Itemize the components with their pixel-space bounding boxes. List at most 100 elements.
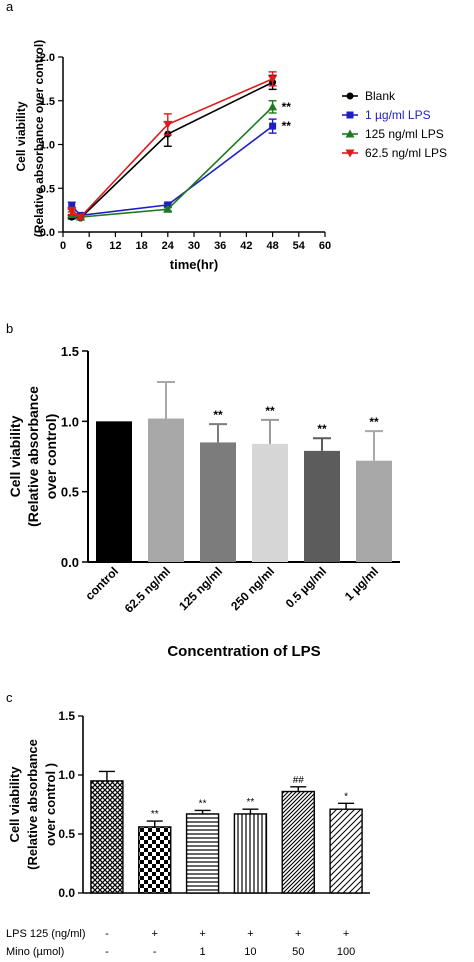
significance-label: **: [282, 100, 292, 114]
x-tick-label: 54: [293, 240, 306, 252]
y-axis-title-line1: Cell viability: [7, 415, 23, 497]
y-axis-title-line3: over control): [43, 414, 59, 500]
bar: [90, 780, 124, 894]
bar: [138, 826, 172, 894]
legend-label: 62.5 ng/ml LPS: [365, 146, 447, 160]
bar: [200, 442, 236, 562]
x-tick-label: 6: [86, 240, 92, 252]
y-axis-title-line1: Cell viability: [7, 766, 22, 843]
x-tick-label: 30: [188, 240, 200, 252]
condition-value: +: [295, 928, 301, 940]
y-tick-label: 1.5: [58, 709, 75, 723]
data-point: [346, 92, 354, 100]
significance-label: **: [213, 408, 223, 422]
x-axis-title: time(hr): [170, 257, 218, 272]
significance-label: **: [317, 422, 327, 436]
y-axis-title-line1: Cell viability: [14, 101, 28, 171]
panel-a-line-chart: a 0.0 0.5 1.0 1.5 2.0 0 6 12 18 24 30 36 42 48 54 60 time…: [6, 0, 447, 272]
bar: [96, 421, 132, 562]
x-tick-label: 24: [162, 240, 175, 252]
x-tick-label: 62.5 ng/ml: [122, 564, 173, 615]
panel-c-bar-chart: c 0.0 0.5 1.0 1.5 - - ** + - ** +1 ** +10 ## +50 * +100 LP…: [6, 690, 370, 958]
condition-value: 100: [337, 946, 355, 958]
series-blank: [67, 74, 277, 222]
data-point: [163, 204, 173, 213]
significance-label: **: [369, 415, 379, 429]
series-62-5-ng-ml-lps: [67, 71, 278, 222]
bar: [233, 813, 268, 894]
bar: [252, 443, 288, 562]
y-tick-label: 1.5: [61, 344, 79, 359]
y-tick-label: 0.0: [40, 227, 55, 239]
condition-value: 50: [292, 946, 304, 958]
legend-label: 125 ng/ml LPS: [365, 127, 444, 141]
data-point: [68, 202, 76, 210]
y-axis-title-line2: (Relative absorbance: [25, 386, 41, 527]
y-tick-label: 1.5: [40, 96, 55, 108]
data-point: [345, 129, 355, 138]
x-tick-label: 60: [319, 240, 331, 252]
y-tick-label: 1.0: [40, 140, 55, 152]
y-tick-label: 1.0: [61, 414, 79, 429]
condition-value: +: [152, 928, 158, 940]
condition-value: -: [153, 946, 157, 958]
condition-value: +: [247, 928, 253, 940]
significance-label: **: [151, 809, 159, 820]
y-tick-label: 0.0: [58, 886, 75, 900]
bar: [281, 790, 315, 894]
x-tick-label: 48: [266, 240, 278, 252]
x-axis-title: Concentration of LPS: [167, 643, 320, 660]
data-point: [163, 120, 173, 129]
legend-label: Blank: [365, 89, 396, 103]
significance-label: **: [265, 404, 275, 418]
series-line: [71, 125, 274, 217]
y-axis-title-line2: (Relative absorbance: [25, 739, 40, 870]
series-line: [71, 106, 274, 218]
data-point: [346, 111, 354, 119]
bar: [356, 460, 392, 562]
condition-value: -: [105, 946, 109, 958]
x-tick-label: 36: [214, 240, 226, 252]
x-tick-label: 1 µg/ml: [342, 564, 381, 603]
bar: [304, 450, 340, 562]
series-line: [71, 78, 273, 219]
condition-row-label: Mino (µmol): [6, 946, 64, 958]
significance-label: **: [199, 798, 207, 809]
x-tick-label: 250 ng/ml: [228, 564, 277, 613]
significance-label: **: [282, 119, 292, 133]
condition-value: -: [105, 928, 109, 940]
data-point: [67, 207, 77, 216]
x-tick-label: control: [82, 564, 121, 603]
significance-label: ##: [293, 775, 305, 786]
panel-label-b: b: [6, 321, 13, 336]
x-tick-label: 0: [60, 240, 66, 252]
bar: [148, 418, 184, 562]
series-line: [71, 81, 273, 219]
bar: [329, 808, 363, 894]
condition-value: +: [343, 928, 349, 940]
significance-label: *: [344, 791, 348, 802]
x-tick-label: 12: [109, 240, 121, 252]
y-tick-label: 1.0: [58, 768, 75, 782]
bar: [185, 813, 220, 894]
significance-label: **: [247, 797, 255, 808]
panel-label-a: a: [6, 0, 14, 14]
condition-row-label: LPS 125 (ng/ml): [6, 928, 85, 940]
x-tick-label: 18: [135, 240, 147, 252]
y-axis-title-line3: over control ): [43, 763, 58, 846]
series-125-ng-ml-lps: [67, 100, 278, 221]
legend-label: 1 µg/ml LPS: [365, 108, 431, 122]
y-tick-label: 0.5: [40, 183, 55, 195]
data-point: [75, 213, 85, 222]
x-tick-label: 0.5 µg/ml: [283, 564, 329, 610]
condition-value: 1: [200, 946, 206, 958]
data-point: [268, 75, 278, 84]
x-tick-label: 125 ng/ml: [176, 564, 225, 613]
x-tick-label: 42: [240, 240, 252, 252]
y-axis-title-line2: (Relative absorbance over control): [32, 40, 46, 237]
y-tick-label: 0.5: [58, 827, 75, 841]
y-tick-label: 2.0: [40, 52, 55, 64]
data-point: [268, 102, 278, 111]
panel-b-bar-chart: b 0.0 0.5 1.0 1.5 control 62.5 ng/ml ** 125 ng/m…: [6, 321, 400, 660]
